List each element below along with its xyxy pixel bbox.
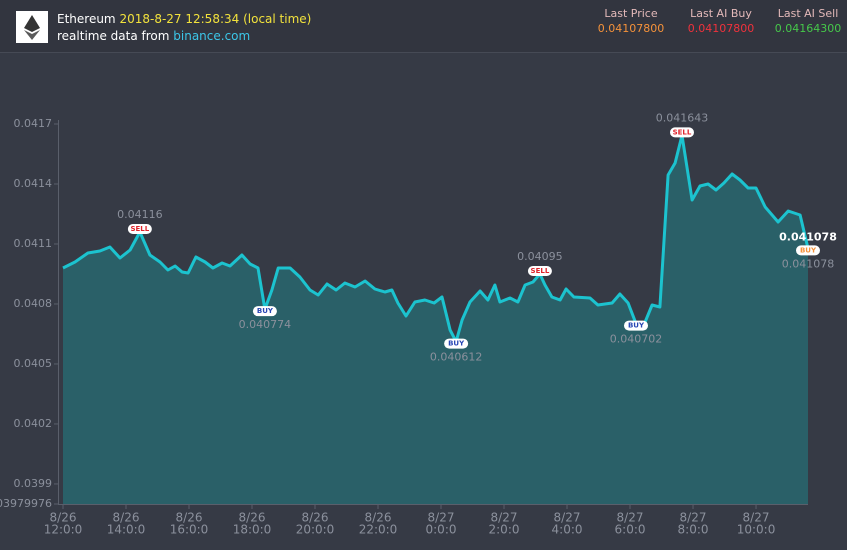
signal-pill [527, 265, 552, 276]
x-tick-date: 8/26 [302, 511, 329, 525]
signal-text: SELL [673, 128, 692, 136]
local-time: 2018-8-27 12:58:34 (local time) [119, 12, 311, 26]
value-label: 0.040702 [610, 333, 663, 346]
signal-pill [252, 306, 277, 317]
stat-label: Last AI Sell [778, 7, 839, 20]
last-price-label: 0.041078 [779, 230, 837, 243]
x-tick-time: 2:0:0 [489, 523, 520, 537]
x-tick-time: 22:0:0 [359, 523, 398, 537]
header-bar [0, 0, 847, 52]
signal-pill [669, 127, 694, 138]
y-tick-label: 0.0414 [14, 177, 53, 190]
signal-text: BUY [448, 340, 465, 348]
y-tick-label: 0.0405 [14, 357, 53, 370]
signal-text: BUY [257, 307, 274, 315]
y-tick-label: 0.0402 [14, 417, 53, 430]
x-tick-date: 8/26 [176, 511, 203, 525]
signal-pill [444, 338, 469, 349]
y-tick-label: 0.0417 [14, 117, 53, 130]
value-label: 0.04116 [117, 208, 163, 221]
x-tick-date: 8/26 [239, 511, 266, 525]
x-tick-date: 8/26 [365, 511, 392, 525]
x-tick-date: 8/27 [680, 511, 707, 525]
x-tick-time: 14:0:0 [107, 523, 146, 537]
value-label: 0.041078 [782, 257, 835, 270]
x-tick-date: 8/26 [113, 511, 140, 525]
x-tick-time: 20:0:0 [296, 523, 335, 537]
x-tick-date: 8/26 [50, 511, 77, 525]
signal-text: SELL [531, 267, 550, 275]
value-label: 0.04095 [517, 250, 563, 263]
signal-pill [796, 245, 820, 256]
source-link: binance.com [173, 29, 250, 43]
x-tick-time: 12:0:0 [44, 523, 83, 537]
value-label: 0.041643 [656, 111, 709, 124]
y-tick-label: 0.0411 [14, 237, 53, 250]
stat-label: Last AI Buy [690, 7, 752, 20]
x-tick-date: 8/27 [617, 511, 644, 525]
coin-logo-bottom [24, 30, 40, 40]
x-tick-time: 18:0:0 [233, 523, 272, 537]
x-tick-time: 6:0:0 [615, 523, 646, 537]
x-tick-time: 8:0:0 [678, 523, 709, 537]
x-tick-date: 8/27 [428, 511, 455, 525]
value-label: 0.040774 [239, 318, 292, 331]
source-prefix: realtime data from [57, 29, 169, 43]
x-tick-date: 8/27 [554, 511, 581, 525]
header-line-2: realtime data from binance.com [57, 29, 250, 43]
signal-text: BUY [628, 322, 645, 330]
x-tick-date: 8/27 [743, 511, 770, 525]
stat-value: 0.04164300 [775, 22, 841, 35]
stat-value: 0.04107800 [688, 22, 754, 35]
value-label: 0.040612 [430, 351, 483, 364]
coin-logo-top [24, 15, 40, 32]
x-tick-time: 0:0:0 [426, 523, 457, 537]
signal-pill [127, 223, 152, 234]
signal-text: SELL [130, 225, 149, 233]
price-line [62, 133, 810, 344]
y-tick-label: 0.0408 [14, 297, 53, 310]
stat-value: 0.04107800 [598, 22, 664, 35]
x-tick-time: 4:0:0 [552, 523, 583, 537]
x-tick-date: 8/27 [491, 511, 518, 525]
coin-name: Ethereum [57, 12, 116, 26]
signal-text: BUY [800, 246, 817, 254]
x-tick-time: 10:0:0 [737, 523, 776, 537]
y-tick-label: 0.0399 [14, 477, 53, 490]
x-tick-time: 16:0:0 [170, 523, 209, 537]
area [63, 135, 808, 504]
stat-label: Last Price [604, 7, 657, 20]
signal-pill [624, 320, 649, 331]
header-line-1: Ethereum 2018-8-27 12:58:34 (local time) [57, 12, 311, 26]
